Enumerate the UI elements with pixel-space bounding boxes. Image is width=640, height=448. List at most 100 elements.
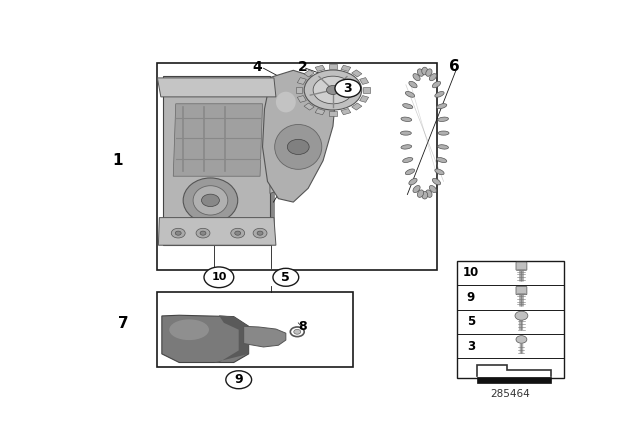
- Ellipse shape: [401, 145, 412, 149]
- Circle shape: [304, 70, 362, 110]
- Polygon shape: [341, 108, 351, 115]
- Bar: [157, 292, 353, 367]
- Polygon shape: [298, 95, 307, 102]
- Polygon shape: [304, 70, 314, 77]
- Polygon shape: [329, 111, 337, 116]
- Bar: [157, 64, 437, 271]
- Ellipse shape: [422, 191, 428, 199]
- Polygon shape: [162, 315, 249, 362]
- Ellipse shape: [429, 185, 436, 193]
- Ellipse shape: [401, 131, 412, 135]
- Ellipse shape: [435, 169, 444, 175]
- Ellipse shape: [409, 178, 417, 185]
- Text: 3: 3: [344, 82, 352, 95]
- Text: 10: 10: [211, 272, 227, 282]
- Text: 2: 2: [298, 60, 308, 74]
- Ellipse shape: [438, 117, 449, 121]
- Polygon shape: [304, 103, 314, 110]
- Polygon shape: [270, 97, 290, 194]
- Ellipse shape: [405, 91, 415, 97]
- Polygon shape: [173, 104, 262, 176]
- Polygon shape: [315, 65, 325, 71]
- Ellipse shape: [405, 169, 415, 175]
- Text: 4: 4: [253, 60, 262, 74]
- Polygon shape: [214, 315, 249, 362]
- Ellipse shape: [436, 158, 447, 163]
- Polygon shape: [244, 326, 286, 347]
- Polygon shape: [329, 64, 337, 69]
- Polygon shape: [157, 78, 276, 97]
- Polygon shape: [163, 76, 270, 245]
- FancyBboxPatch shape: [516, 262, 527, 270]
- Bar: [457, 261, 564, 378]
- Ellipse shape: [433, 178, 440, 185]
- Text: 6: 6: [449, 60, 460, 74]
- Polygon shape: [168, 76, 275, 245]
- Ellipse shape: [438, 145, 449, 149]
- Text: 5: 5: [282, 271, 290, 284]
- Ellipse shape: [429, 73, 436, 81]
- Circle shape: [294, 329, 301, 334]
- Ellipse shape: [413, 185, 420, 193]
- Ellipse shape: [433, 82, 440, 88]
- Text: 10: 10: [463, 267, 479, 280]
- Polygon shape: [360, 78, 369, 84]
- Circle shape: [516, 336, 527, 343]
- Polygon shape: [360, 95, 369, 102]
- Polygon shape: [364, 87, 370, 93]
- Circle shape: [313, 76, 353, 104]
- Circle shape: [326, 86, 339, 95]
- Circle shape: [196, 228, 210, 238]
- Circle shape: [273, 268, 299, 286]
- Ellipse shape: [169, 319, 209, 340]
- Polygon shape: [296, 87, 303, 93]
- Ellipse shape: [436, 103, 447, 109]
- Ellipse shape: [422, 67, 428, 75]
- Ellipse shape: [401, 117, 412, 121]
- Circle shape: [235, 231, 241, 235]
- Text: 8: 8: [298, 320, 307, 333]
- Ellipse shape: [426, 69, 432, 76]
- Bar: [477, 377, 551, 383]
- Ellipse shape: [275, 125, 322, 169]
- Circle shape: [175, 231, 181, 235]
- Circle shape: [200, 231, 206, 235]
- Text: 9: 9: [234, 373, 243, 386]
- Circle shape: [204, 267, 234, 288]
- Polygon shape: [341, 65, 351, 71]
- Ellipse shape: [435, 91, 444, 97]
- Text: 5: 5: [467, 315, 475, 328]
- Circle shape: [257, 231, 263, 235]
- Ellipse shape: [193, 186, 228, 215]
- Circle shape: [253, 228, 267, 238]
- Text: 1: 1: [112, 153, 122, 168]
- Polygon shape: [158, 218, 276, 245]
- Ellipse shape: [426, 190, 432, 198]
- Polygon shape: [352, 103, 362, 110]
- Ellipse shape: [413, 73, 420, 81]
- Ellipse shape: [183, 178, 237, 223]
- Text: 285464: 285464: [490, 389, 530, 399]
- Circle shape: [202, 194, 220, 207]
- Ellipse shape: [417, 190, 424, 198]
- Circle shape: [231, 228, 244, 238]
- Ellipse shape: [276, 92, 296, 112]
- Text: 3: 3: [467, 340, 475, 353]
- Polygon shape: [262, 70, 335, 202]
- Ellipse shape: [403, 103, 413, 109]
- Circle shape: [172, 228, 185, 238]
- Circle shape: [226, 371, 252, 389]
- Circle shape: [335, 79, 361, 97]
- Ellipse shape: [403, 158, 413, 163]
- Polygon shape: [352, 70, 362, 77]
- Text: 9: 9: [467, 291, 475, 304]
- FancyBboxPatch shape: [516, 286, 527, 295]
- Text: 7: 7: [118, 316, 129, 331]
- Polygon shape: [315, 108, 325, 115]
- Ellipse shape: [438, 131, 449, 135]
- Polygon shape: [298, 78, 307, 84]
- Ellipse shape: [417, 69, 424, 76]
- Ellipse shape: [409, 82, 417, 88]
- Circle shape: [287, 139, 309, 155]
- Circle shape: [515, 311, 528, 320]
